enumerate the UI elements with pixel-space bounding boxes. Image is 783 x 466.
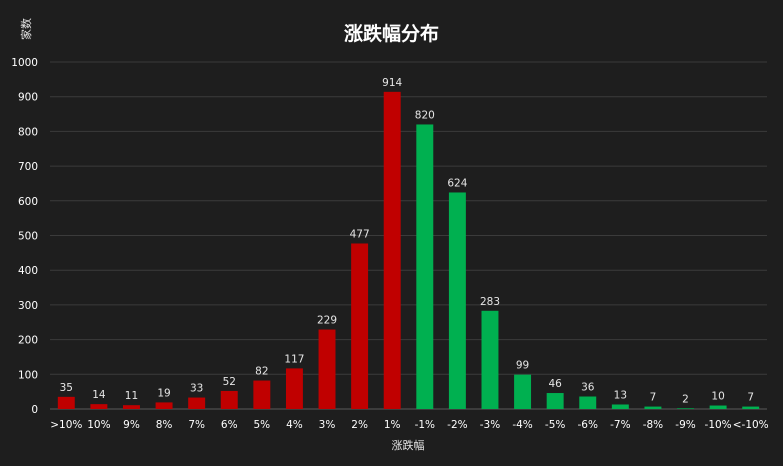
x-tick-label: 9% bbox=[123, 419, 140, 431]
y-tick-label: 700 bbox=[18, 161, 38, 173]
x-tick-label: 4% bbox=[286, 419, 303, 431]
bar bbox=[514, 374, 532, 409]
y-tick-label: 500 bbox=[18, 231, 38, 243]
bars bbox=[57, 91, 760, 410]
bar bbox=[188, 397, 206, 409]
data-label: 82 bbox=[255, 366, 268, 378]
x-tick-label: 1% bbox=[384, 419, 401, 431]
data-label: 7 bbox=[650, 392, 657, 404]
y-tick-label: 100 bbox=[18, 369, 38, 381]
data-label: 99 bbox=[516, 360, 529, 372]
y-tick-label: 300 bbox=[18, 300, 38, 312]
bar bbox=[383, 91, 401, 409]
y-tick-label: 200 bbox=[18, 335, 38, 347]
bar bbox=[123, 405, 140, 409]
x-tick-label: <-10% bbox=[733, 419, 769, 431]
data-label: 19 bbox=[157, 387, 170, 399]
x-tick-label: 2% bbox=[351, 419, 368, 431]
data-labels: 35 14 11 19 33 52 82 117 229 477 914 820 624 283 99 46 3… bbox=[60, 77, 754, 405]
gridlines bbox=[50, 61, 767, 410]
data-label: 914 bbox=[382, 77, 402, 89]
data-label: 46 bbox=[548, 378, 562, 390]
bar bbox=[546, 393, 564, 409]
x-tick-label: -5% bbox=[545, 419, 565, 431]
bar bbox=[481, 310, 499, 409]
x-tick-label: 3% bbox=[319, 419, 336, 431]
data-label: 624 bbox=[447, 177, 467, 189]
y-tick-label: 0 bbox=[31, 404, 38, 416]
x-tick-label: -8% bbox=[643, 419, 663, 431]
y-axis-ticks: 0 100 200 300 400 500 600 700 800 900 1000 bbox=[11, 57, 38, 416]
x-tick-label: 5% bbox=[254, 419, 271, 431]
bar bbox=[677, 408, 694, 409]
data-label: 33 bbox=[190, 383, 203, 395]
x-tick-label: -10% bbox=[705, 419, 732, 431]
data-label: 7 bbox=[747, 392, 754, 404]
bar bbox=[579, 396, 597, 409]
chart-title: 涨跌幅分布 bbox=[344, 22, 439, 45]
bar bbox=[318, 329, 336, 409]
bar bbox=[90, 404, 108, 409]
data-label: 229 bbox=[317, 315, 337, 327]
data-label: 283 bbox=[480, 296, 500, 308]
data-label: 14 bbox=[92, 389, 106, 401]
data-label: 477 bbox=[350, 228, 370, 240]
x-tick-label: -6% bbox=[578, 419, 598, 431]
data-label: 13 bbox=[614, 389, 627, 401]
bar bbox=[351, 243, 369, 409]
bar bbox=[448, 192, 466, 409]
y-tick-label: 400 bbox=[18, 265, 38, 277]
bar bbox=[57, 396, 75, 409]
x-tick-label: 6% bbox=[221, 419, 238, 431]
y-tick-label: 1000 bbox=[11, 57, 38, 69]
x-tick-label: -3% bbox=[480, 419, 500, 431]
x-tick-label: 10% bbox=[87, 419, 110, 431]
x-tick-label: -2% bbox=[447, 419, 467, 431]
x-axis-label: 涨跌幅 bbox=[392, 438, 425, 452]
data-label: 11 bbox=[125, 390, 138, 402]
bar bbox=[611, 404, 629, 409]
x-tick-label: 7% bbox=[188, 419, 205, 431]
bar bbox=[709, 405, 727, 409]
bar bbox=[220, 390, 238, 409]
data-label: 2 bbox=[682, 393, 689, 405]
bar bbox=[742, 406, 760, 409]
bar bbox=[285, 368, 303, 409]
bar bbox=[416, 124, 434, 410]
y-tick-label: 800 bbox=[18, 126, 38, 138]
x-tick-label: 8% bbox=[156, 419, 173, 431]
y-axis-label: 家数 bbox=[19, 18, 33, 40]
x-tick-label: >10% bbox=[50, 419, 82, 431]
bar bbox=[253, 380, 271, 409]
x-tick-label: -4% bbox=[512, 419, 532, 431]
data-label: 52 bbox=[223, 376, 236, 388]
bar bbox=[155, 402, 173, 409]
data-label: 36 bbox=[581, 382, 595, 394]
data-label: 820 bbox=[415, 109, 435, 121]
y-tick-label: 600 bbox=[18, 196, 38, 208]
bar bbox=[644, 406, 662, 409]
data-label: 35 bbox=[60, 382, 73, 394]
x-tick-label: -7% bbox=[610, 419, 630, 431]
x-tick-label: -9% bbox=[675, 419, 695, 431]
y-tick-label: 900 bbox=[18, 92, 38, 104]
data-label: 10 bbox=[711, 391, 724, 403]
x-tick-label: -1% bbox=[415, 419, 435, 431]
x-axis-ticks: >10% 10% 9% 8% 7% 6% 5% 4% 3% 2% 1% -1% -2% -3% -4% -5%… bbox=[50, 419, 768, 431]
data-label: 117 bbox=[284, 353, 304, 365]
